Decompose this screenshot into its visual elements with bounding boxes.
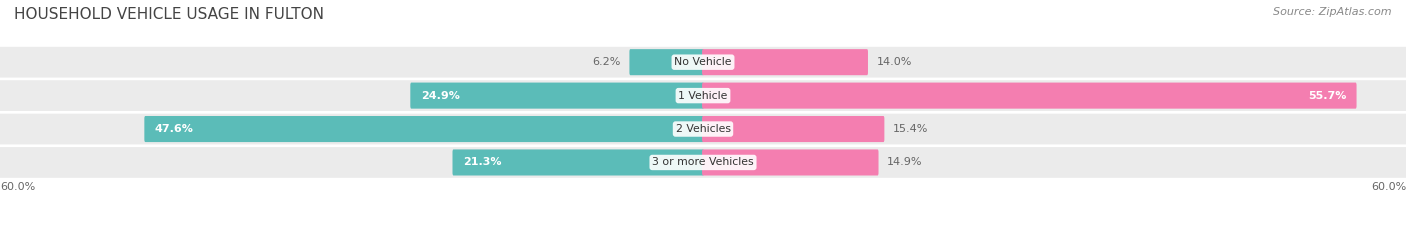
FancyBboxPatch shape (0, 114, 1406, 144)
Text: 15.4%: 15.4% (893, 124, 928, 134)
FancyBboxPatch shape (630, 49, 704, 75)
Text: 14.9%: 14.9% (887, 157, 922, 168)
Text: 24.9%: 24.9% (420, 91, 460, 101)
Text: 1 Vehicle: 1 Vehicle (678, 91, 728, 101)
FancyBboxPatch shape (145, 116, 704, 142)
Text: 6.2%: 6.2% (592, 57, 621, 67)
Text: 21.3%: 21.3% (463, 157, 502, 168)
Text: 3 or more Vehicles: 3 or more Vehicles (652, 157, 754, 168)
FancyBboxPatch shape (702, 150, 879, 176)
FancyBboxPatch shape (702, 116, 884, 142)
FancyBboxPatch shape (0, 80, 1406, 111)
FancyBboxPatch shape (702, 49, 868, 75)
FancyBboxPatch shape (411, 83, 704, 109)
Text: HOUSEHOLD VEHICLE USAGE IN FULTON: HOUSEHOLD VEHICLE USAGE IN FULTON (14, 7, 323, 22)
Text: No Vehicle: No Vehicle (675, 57, 731, 67)
Text: 14.0%: 14.0% (876, 57, 911, 67)
Text: 60.0%: 60.0% (0, 182, 35, 192)
Text: 55.7%: 55.7% (1308, 91, 1347, 101)
FancyBboxPatch shape (0, 147, 1406, 178)
Text: 47.6%: 47.6% (155, 124, 194, 134)
FancyBboxPatch shape (0, 47, 1406, 77)
Text: Source: ZipAtlas.com: Source: ZipAtlas.com (1274, 7, 1392, 17)
Text: 60.0%: 60.0% (1371, 182, 1406, 192)
FancyBboxPatch shape (702, 83, 1357, 109)
FancyBboxPatch shape (453, 150, 704, 176)
Text: 2 Vehicles: 2 Vehicles (675, 124, 731, 134)
